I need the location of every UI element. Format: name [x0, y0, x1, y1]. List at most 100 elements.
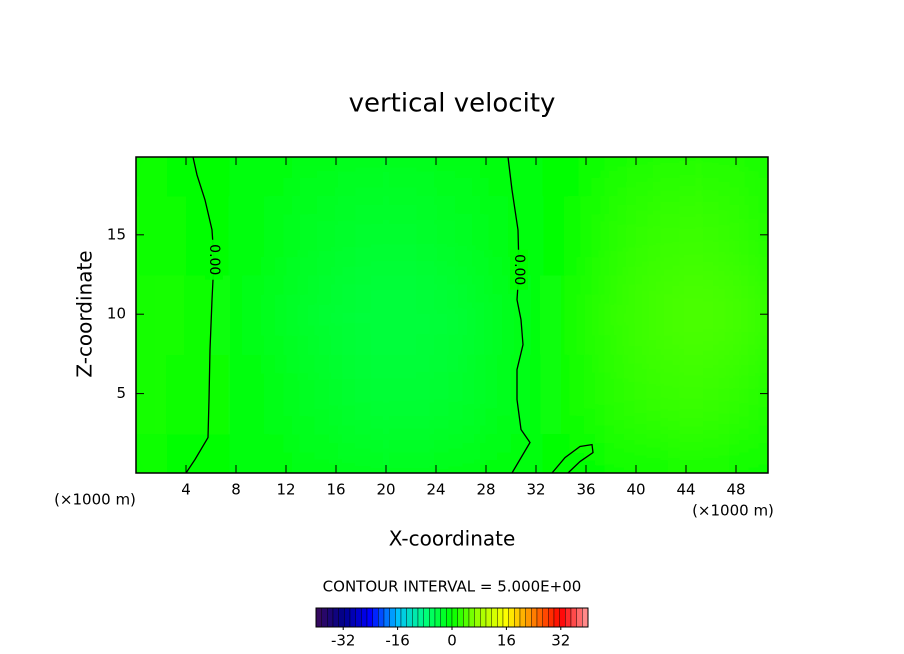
- x-axis-label: X-coordinate: [389, 527, 516, 551]
- field-cell: [417, 157, 481, 197]
- colorbar-swatch: [451, 607, 458, 628]
- field-cell: [292, 274, 356, 355]
- field-cell: [136, 157, 169, 197]
- colorbar-swatch: [400, 607, 407, 628]
- x-tick-label: 32: [526, 481, 545, 499]
- colorbar-swatch: [553, 607, 560, 628]
- colorbar-swatch: [508, 607, 515, 628]
- colorbar-swatch: [361, 607, 368, 628]
- field-cell: [292, 353, 356, 435]
- colorbar-tick-label: 16: [497, 632, 516, 650]
- colorbar-swatch: [570, 607, 577, 628]
- colorbar-swatch: [355, 607, 362, 628]
- colorbar-swatch: [502, 607, 509, 628]
- colorbar-swatch: [457, 607, 464, 628]
- contour-label: 0.00: [206, 244, 222, 275]
- colorbar-swatch: [525, 607, 532, 628]
- contour-line: [507, 157, 531, 473]
- field-cell: [479, 433, 544, 473]
- colorbar-swatch: [582, 607, 589, 628]
- field-cell: [136, 274, 169, 355]
- field-cell: [229, 195, 294, 276]
- x-tick-label: 16: [326, 481, 345, 499]
- colorbar-swatch: [378, 607, 385, 628]
- field-cell: [292, 157, 356, 197]
- colorbar-swatch: [519, 607, 526, 628]
- colorbar-swatch: [338, 607, 345, 628]
- contour-label-bg: [205, 239, 223, 280]
- colorbar-swatch: [366, 607, 373, 628]
- field-cell: [292, 195, 356, 276]
- colorbar-swatch: [344, 607, 351, 628]
- colorbar-tick-label: -16: [385, 632, 410, 650]
- colorbar-tick-label: 0: [447, 632, 457, 650]
- field-cell: [604, 157, 669, 197]
- field-cell: [417, 274, 481, 355]
- colorbar-tick-label: 32: [551, 632, 570, 650]
- x-unit-label: (×1000 m): [692, 502, 774, 520]
- colorbar-swatch: [395, 607, 402, 628]
- colorbar-swatch: [497, 607, 504, 628]
- colorbar-swatch: [434, 607, 441, 628]
- field-cell: [229, 274, 294, 355]
- field-cell: [542, 274, 606, 355]
- colorbar-swatch: [372, 607, 379, 628]
- contour-line: [551, 443, 594, 473]
- contour-label: 0.00: [511, 254, 527, 285]
- chart-title: vertical velocity: [349, 89, 556, 119]
- contour-label-bg: [510, 249, 528, 290]
- field-cell: [136, 433, 169, 473]
- field-cell: [229, 157, 294, 197]
- colorbar-swatch: [491, 607, 498, 628]
- colorbar-swatch: [412, 607, 419, 628]
- colorbar-swatch: [327, 607, 334, 628]
- x-tick-label: 40: [626, 481, 645, 499]
- colorbar-swatch: [468, 607, 475, 628]
- field-cell: [667, 195, 731, 276]
- x-tick-label: 28: [476, 481, 495, 499]
- field-cell: [417, 353, 481, 435]
- colorbar-swatch: [315, 607, 322, 628]
- field-cell: [417, 433, 481, 473]
- colorbar-swatch: [383, 607, 390, 628]
- colorbar-swatch: [480, 607, 487, 628]
- contour-interval-note: CONTOUR INTERVAL = 5.000E+00: [323, 578, 582, 596]
- colorbar-swatch: [332, 607, 339, 628]
- field-cell: [542, 433, 606, 473]
- x-tick-label: 4: [181, 481, 191, 499]
- colorbar-swatch: [446, 607, 453, 628]
- colorbar-swatch: [423, 607, 430, 628]
- x-tick-label: 20: [376, 481, 395, 499]
- field-cell: [667, 274, 731, 355]
- colorbar-swatch: [536, 607, 543, 628]
- colorbar-swatch: [576, 607, 583, 628]
- field-cell: [354, 157, 419, 197]
- field-cells: [136, 157, 768, 473]
- field-cell: [354, 274, 419, 355]
- colorbar-swatch: [440, 607, 447, 628]
- field-cell: [292, 433, 356, 473]
- colorbar-swatch: [548, 607, 555, 628]
- contour-line: [185, 157, 215, 473]
- x-tick-label: 44: [676, 481, 695, 499]
- colorbar-swatch: [559, 607, 566, 628]
- contour-lines: [185, 157, 594, 473]
- colorbar-swatch: [485, 607, 492, 628]
- colorbar-tick-label: -32: [331, 632, 356, 650]
- y-tick-label: 10: [107, 305, 126, 323]
- colorbar-swatch: [417, 607, 424, 628]
- x-tick-label: 24: [426, 481, 445, 499]
- x-tick-label: 48: [726, 481, 745, 499]
- field-cell: [729, 157, 768, 197]
- y-tick-label: 15: [107, 225, 126, 243]
- field-cell: [354, 353, 419, 435]
- colorbar-swatch: [474, 607, 481, 628]
- colorbar-swatch: [349, 607, 356, 628]
- field-cell: [542, 195, 606, 276]
- colorbar-swatch: [406, 607, 413, 628]
- x-tick-label: 8: [231, 481, 241, 499]
- field-cell: [604, 195, 669, 276]
- y-axis-label: Z-coordinate: [73, 250, 97, 377]
- field-cell: [542, 353, 606, 435]
